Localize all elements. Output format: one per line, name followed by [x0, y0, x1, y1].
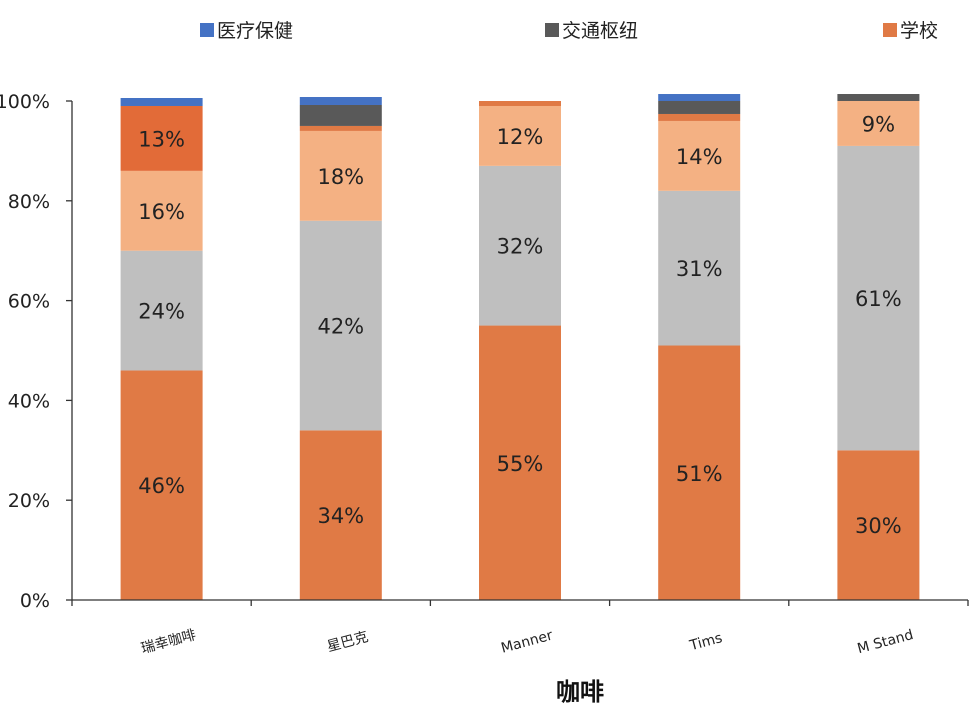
bar-segment	[299, 430, 382, 600]
bar-segment	[299, 130, 382, 221]
data-label: 42%	[317, 315, 364, 339]
bar-segment	[658, 345, 741, 600]
x-category-label: 瑞幸咖啡	[139, 627, 197, 657]
data-label: 16%	[138, 200, 185, 224]
bar-segment	[658, 113, 741, 121]
x-axis: 瑞幸咖啡 星巴克 Manner Tims M Stand	[71, 599, 969, 657]
data-label: 32%	[497, 235, 544, 259]
bar-segment	[837, 101, 920, 146]
bar-segment	[120, 105, 203, 171]
bar-segment	[299, 97, 382, 105]
legend-label-1: 交通枢纽	[562, 20, 638, 42]
legend-swatch-2	[883, 23, 897, 37]
bar-segment	[299, 125, 382, 131]
data-label: 12%	[497, 125, 544, 149]
data-label: 51%	[676, 462, 723, 486]
legend-label-0: 医疗保健	[217, 20, 293, 42]
bar-segment	[120, 370, 203, 600]
data-label: 14%	[676, 145, 723, 169]
y-axis: 0% 20% 40% 60% 80% 100%	[0, 91, 73, 612]
bars: 46% 24% 16% 13% 34% 42% 18% 55% 32% 12% 51% 31% 14% 3…	[120, 94, 920, 600]
bar-segment	[120, 170, 203, 251]
bar-segment	[837, 145, 920, 451]
data-label: 13%	[138, 127, 185, 151]
data-label: 30%	[855, 514, 902, 538]
y-tick-label: 0%	[20, 590, 50, 612]
bar-segment	[658, 120, 741, 191]
legend-label-2: 学校	[900, 20, 938, 42]
bar-segment	[299, 220, 382, 431]
data-label: 31%	[676, 257, 723, 281]
x-category-label: M Stand	[856, 627, 915, 657]
bar-segment	[837, 94, 920, 101]
bar-segment	[299, 104, 382, 126]
data-label: 55%	[497, 452, 544, 476]
legend-swatch-1	[545, 23, 559, 37]
x-category-label: Tims	[687, 630, 724, 654]
data-label: 18%	[317, 165, 364, 189]
data-label: 61%	[855, 287, 902, 311]
y-tick-label: 40%	[8, 390, 50, 412]
bar-segment	[658, 101, 741, 114]
y-tick-label: 20%	[8, 490, 50, 512]
y-tick-label: 100%	[0, 91, 50, 113]
bar-segment	[479, 325, 561, 600]
bar-segment	[658, 94, 741, 101]
data-label: 34%	[317, 504, 364, 528]
bar-segment	[120, 250, 203, 371]
x-axis-title: 咖啡	[556, 678, 604, 706]
bar-segment	[479, 101, 561, 106]
y-tick-label: 80%	[8, 191, 50, 213]
y-tick-label: 60%	[8, 291, 50, 313]
data-label: 9%	[862, 112, 895, 136]
bar-segment	[120, 98, 203, 106]
bar-segment	[479, 105, 561, 166]
x-category-label: 星巴克	[325, 629, 370, 655]
x-category-label: Manner	[499, 628, 554, 657]
bar-segment	[837, 450, 920, 600]
bar-segment	[479, 165, 561, 326]
bar-segment	[658, 190, 741, 346]
legend: 医疗保健 交通枢纽 学校	[200, 20, 938, 42]
legend-swatch-0	[200, 23, 214, 37]
data-label: 24%	[138, 300, 185, 324]
data-label: 46%	[138, 474, 185, 498]
